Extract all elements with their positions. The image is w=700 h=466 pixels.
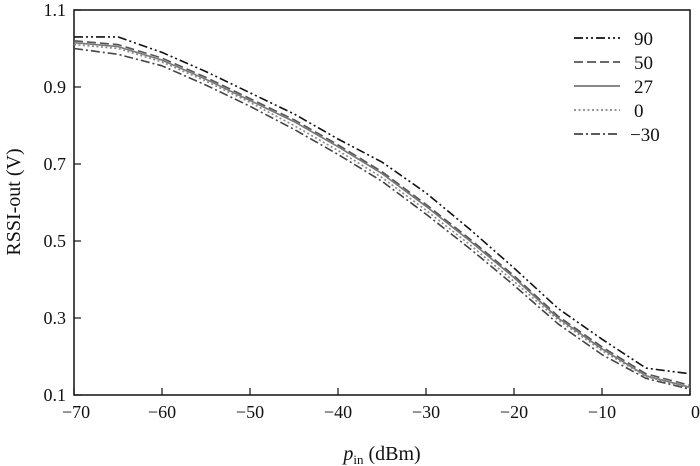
series-group bbox=[73, 36, 691, 390]
y-tick-label: 0.5 bbox=[44, 231, 67, 251]
legend-label: 27 bbox=[634, 77, 653, 98]
legend-label: 50 bbox=[634, 53, 653, 74]
legend-label: 0 bbox=[634, 101, 644, 122]
x-tick-label: −70 bbox=[62, 402, 90, 422]
series-line-2 bbox=[73, 41, 691, 389]
y-tick-label: 0.9 bbox=[44, 77, 67, 97]
legend-label: −30 bbox=[630, 125, 660, 146]
x-tick-label: 0 bbox=[691, 402, 700, 422]
x-axis-title-unit: (dBm) bbox=[363, 443, 420, 465]
y-axis-title: RSSI-out (V) bbox=[3, 148, 25, 255]
y-tick-label: 0.1 bbox=[44, 385, 67, 405]
x-axis-title-sub: in bbox=[353, 452, 364, 466]
x-tick-label: −30 bbox=[412, 402, 440, 422]
series-line-1 bbox=[73, 40, 691, 387]
x-tick-label: −40 bbox=[324, 402, 352, 422]
series-line-3 bbox=[73, 43, 691, 389]
plot-frame bbox=[73, 9, 691, 396]
legend: 90 50 27 0 −30 bbox=[574, 29, 660, 146]
x-tick-label: −60 bbox=[148, 402, 176, 422]
x-tick-label: −20 bbox=[500, 402, 528, 422]
y-tick-label: 0.3 bbox=[44, 308, 67, 328]
y-tick-label: 1.1 bbox=[44, 0, 67, 20]
x-tick-label: −10 bbox=[588, 402, 616, 422]
x-axis-title-main: p bbox=[341, 443, 353, 465]
x-axis-title: pin (dBm) bbox=[341, 443, 420, 466]
series-line-0 bbox=[74, 36, 691, 375]
y-tick-label: 0.7 bbox=[44, 154, 67, 174]
tick-group: −70 −60 −50 −40 −30 −20 −10 0 0.1 0.3 0.5 0.7 0.9 1.1 bbox=[44, 0, 700, 422]
legend-label: 90 bbox=[634, 29, 653, 50]
x-tick-label: −50 bbox=[236, 402, 264, 422]
series-line-4 bbox=[73, 47, 691, 390]
